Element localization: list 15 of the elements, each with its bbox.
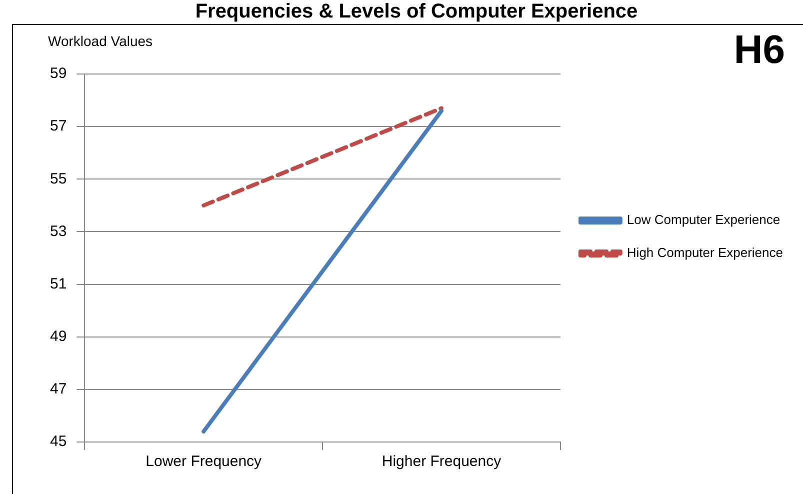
y-tick-label: 59 [50,65,67,82]
y-tick-label: 45 [50,433,67,450]
text: H6 [734,28,785,72]
y-tick-label: 55 [50,170,67,188]
y-tick-label: 49 [50,328,67,345]
legend-label: High Computer Experience [626,245,783,260]
x-tick-label: Lower Frequency [146,453,262,470]
y-axis-title: Workload Values [48,32,153,49]
y-tick-label: 53 [50,222,67,240]
x-tick-label: Higher Frequency [382,453,502,470]
y-tick-label: 47 [50,380,67,398]
y-tick-label: 57 [50,118,67,135]
chart-title: Frequencies & Levels of Computer Experience [195,0,638,23]
legend-label: Low Computer Experience [626,212,780,228]
y-tick-label: 51 [50,275,67,292]
